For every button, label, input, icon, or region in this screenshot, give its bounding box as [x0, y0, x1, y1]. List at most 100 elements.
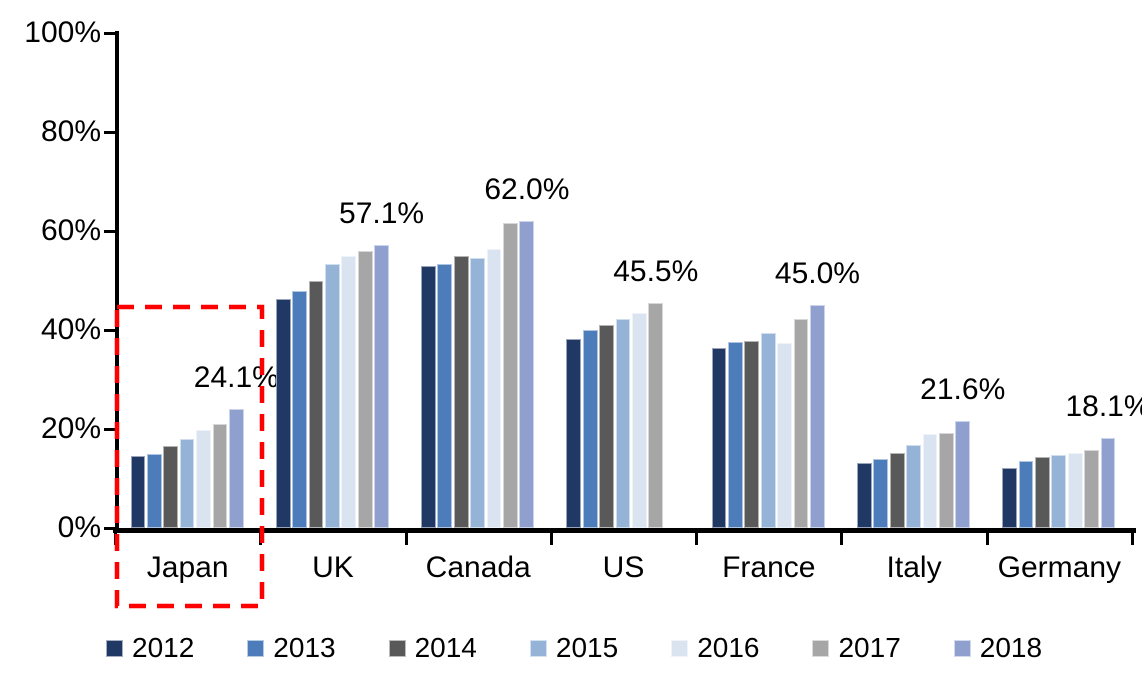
bar-germany-2018: [1100, 438, 1116, 528]
bar-germany-2014: [1035, 457, 1050, 528]
bar-uk-2017: [357, 251, 373, 528]
legend-label-2014: 2014: [414, 632, 477, 663]
bar-france-2012: [711, 347, 727, 528]
bar-italy-2017: [938, 432, 954, 528]
bar-germany-2017: [1084, 450, 1099, 528]
legend-item-2017: 2017: [812, 631, 901, 665]
bar-france-2015: [760, 333, 776, 528]
x-label-germany: Germany: [997, 551, 1122, 584]
legend-item-2018: 2018: [953, 631, 1042, 665]
bar-uk-2018: [374, 245, 389, 528]
x-axis-tick: [840, 528, 844, 545]
legend-swatch-2017: [812, 639, 830, 657]
bar-us-2013: [582, 330, 598, 528]
bar-france-2018: [810, 305, 825, 528]
bar-japan-2012: [130, 455, 146, 528]
bar-france-2014: [744, 341, 760, 528]
y-axis-tick: [104, 526, 115, 530]
x-label-japan: Japan: [146, 551, 229, 584]
bar-us-2017: [648, 302, 664, 528]
bar-uk-2014: [308, 280, 324, 528]
legend-label-2012: 2012: [132, 632, 195, 663]
x-axis-tick: [404, 528, 408, 545]
value-label-japan: 24.1%: [193, 360, 279, 394]
value-label-us: 45.5%: [613, 254, 699, 288]
y-axis-tick: [104, 328, 115, 332]
x-label-uk: UK: [312, 551, 354, 584]
legend-item-2014: 2014: [388, 631, 477, 665]
legend-swatch-2014: [388, 639, 406, 657]
value-label-france: 45.0%: [774, 257, 860, 291]
x-axis-tick: [259, 528, 263, 545]
legend-item-2015: 2015: [529, 631, 618, 665]
bar-italy-2015: [906, 444, 921, 528]
x-label-italy: Italy: [886, 551, 942, 584]
bar-us-2014: [599, 325, 614, 528]
x-axis: [113, 528, 1136, 533]
x-label-canada: Canada: [425, 551, 531, 584]
bar-italy-2016: [922, 433, 938, 528]
bar-canada-2013: [437, 263, 453, 528]
bar-japan-2015: [179, 439, 195, 528]
y-axis: [115, 31, 119, 533]
bar-canada-2017: [503, 222, 518, 528]
legend-swatch-2016: [671, 639, 689, 657]
bar-canada-2015: [470, 257, 486, 528]
legend-item-2013: 2013: [247, 631, 336, 665]
bar-italy-2018: [955, 421, 971, 528]
y-axis-tick: [104, 130, 115, 134]
bar-us-2015: [615, 319, 631, 528]
bar-germany-2016: [1067, 452, 1083, 528]
bar-us-2016: [631, 312, 647, 528]
legend-swatch-2013: [247, 639, 265, 657]
bar-japan-2018: [228, 408, 244, 528]
bar-italy-2013: [873, 459, 889, 528]
bar-germany-2015: [1051, 454, 1067, 528]
bar-uk-2013: [292, 290, 307, 528]
bar-us-2012: [566, 339, 582, 528]
x-axis-tick: [1131, 528, 1134, 545]
bar-france-2013: [728, 342, 743, 528]
x-axis-tick: [985, 528, 989, 545]
bar-canada-2016: [486, 249, 502, 528]
bar-france-2017: [793, 319, 809, 528]
bar-canada-2018: [519, 221, 535, 528]
value-label-canada: 62.0%: [484, 173, 570, 207]
legend-item-2012: 2012: [106, 631, 194, 665]
y-axis-label: 40%: [40, 313, 101, 346]
legend-label-2017: 2017: [838, 632, 901, 663]
legend-item-2016: 2016: [671, 631, 759, 665]
legend-swatch-2012: [106, 639, 123, 657]
bar-italy-2014: [889, 452, 905, 528]
bar-germany-2013: [1018, 460, 1034, 528]
y-axis-label: 100%: [24, 16, 101, 49]
bar-uk-2016: [341, 256, 357, 528]
y-axis-label: 20%: [40, 412, 101, 445]
y-axis-tick: [104, 31, 115, 35]
legend: 2012 2013 2014 2015 2016 2017 2018: [106, 631, 1042, 665]
bar-japan-2017: [212, 424, 228, 528]
x-label-france: France: [722, 551, 816, 584]
bar-uk-2012: [275, 298, 291, 528]
bar-canada-2014: [453, 256, 469, 528]
bar-uk-2015: [324, 264, 340, 528]
bar-france-2016: [777, 343, 793, 528]
x-axis-tick: [695, 528, 699, 545]
bar-canada-2012: [421, 266, 436, 528]
bar-japan-2013: [146, 454, 162, 528]
value-label-germany: 18.1%: [1065, 390, 1142, 424]
bar-germany-2012: [1002, 467, 1017, 528]
x-axis-tick: [549, 528, 553, 545]
y-axis-tick: [104, 427, 115, 431]
bar-italy-2012: [856, 462, 872, 528]
legend-label-2016: 2016: [697, 632, 760, 663]
bar-japan-2014: [163, 446, 179, 528]
value-label-uk: 57.1%: [339, 197, 425, 231]
legend-label-2013: 2013: [273, 632, 336, 663]
value-label-italy: 21.6%: [920, 373, 1006, 407]
y-axis-tick: [104, 229, 115, 233]
y-axis-label: 80%: [40, 115, 101, 148]
y-axis-label: 60%: [40, 214, 101, 247]
legend-swatch-2015: [529, 639, 547, 657]
